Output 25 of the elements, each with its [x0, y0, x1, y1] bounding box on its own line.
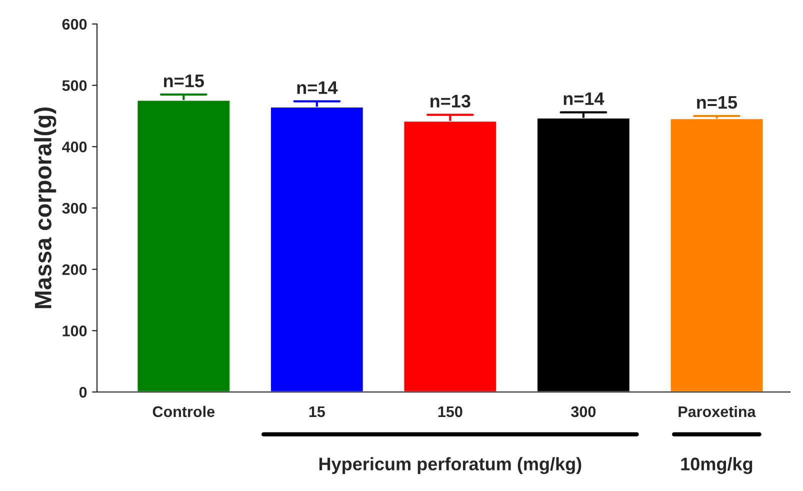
x-tick-label: 300	[571, 406, 596, 418]
y-tick-label: 400	[62, 142, 87, 152]
annotation: n=15	[164, 74, 204, 88]
y-tick-label: 100	[62, 326, 87, 336]
y-tick-label: 500	[62, 80, 87, 92]
annotation: n=14	[564, 92, 604, 105]
y-tick-label: 200	[62, 264, 87, 276]
y-tick-label: 300	[62, 202, 87, 214]
annotation: n=13	[430, 94, 470, 108]
x-tick-label: 15	[309, 406, 325, 418]
x-tick-label: Controle	[152, 406, 215, 418]
bar	[270, 106, 364, 392]
bar	[669, 118, 764, 392]
y-axis-title: Massa corporal(g)	[34, 107, 56, 308]
text: 10mg/kg	[681, 457, 752, 474]
annotation: n=15	[697, 96, 738, 109]
x-tick-label: Paroxetina	[678, 406, 756, 418]
text: Hypericum perforatum (mg/kg)	[319, 457, 582, 474]
annotation: n=14	[297, 81, 338, 94]
y-tick-label: 600	[62, 18, 87, 30]
bar	[136, 99, 231, 392]
x-tick-label: 150	[438, 406, 462, 418]
bar	[536, 117, 631, 392]
bar	[402, 120, 498, 392]
y-tick-label: 0	[79, 386, 87, 398]
